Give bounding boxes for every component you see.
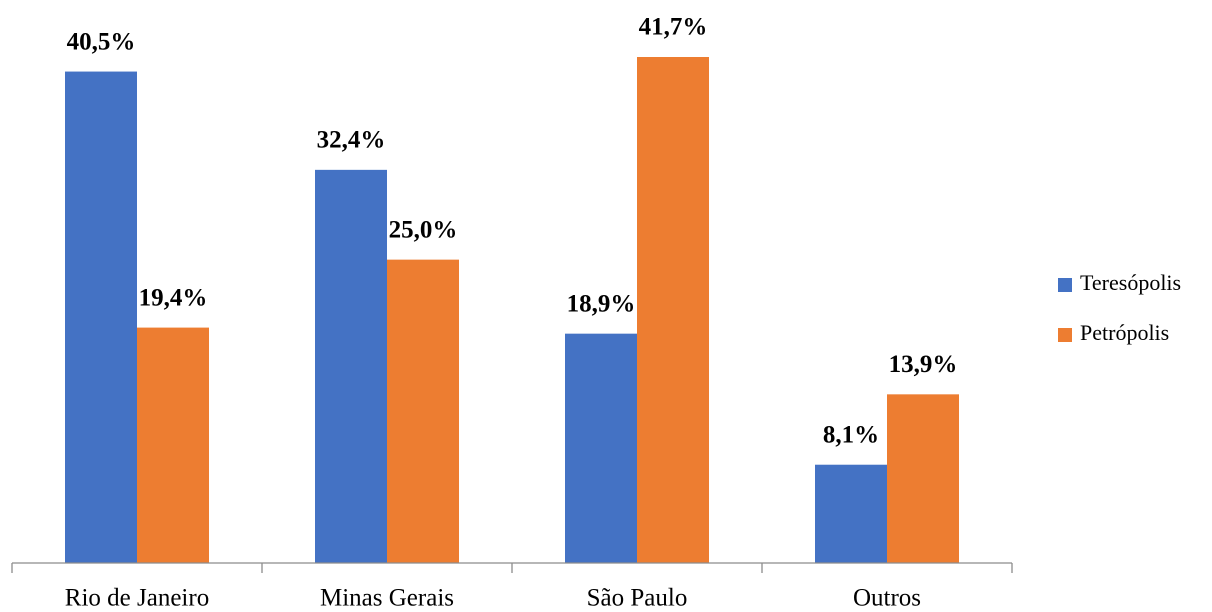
- data-label: 25,0%: [389, 216, 458, 243]
- legend-label: Petrópolis: [1080, 320, 1169, 345]
- bar: [565, 333, 637, 563]
- bar: [315, 169, 387, 563]
- bar: [387, 259, 459, 563]
- bar: [637, 57, 709, 563]
- bar: [815, 464, 887, 563]
- data-label: 13,9%: [889, 351, 958, 378]
- data-label: 8,1%: [823, 421, 879, 448]
- bar: [887, 394, 959, 563]
- data-label: 41,7%: [639, 14, 708, 41]
- bar: [65, 71, 137, 563]
- data-label: 18,9%: [567, 290, 636, 317]
- bar: [137, 327, 209, 563]
- data-label: 40,5%: [67, 28, 136, 55]
- x-tick-label: São Paulo: [587, 585, 688, 612]
- x-tick-label: Minas Gerais: [320, 585, 454, 612]
- x-tick-label: Outros: [853, 585, 921, 612]
- data-label: 32,4%: [317, 127, 386, 154]
- legend-swatch: [1058, 278, 1072, 292]
- legend-label: Teresópolis: [1080, 270, 1181, 295]
- x-tick-label: Rio de Janeiro: [65, 585, 209, 612]
- data-label: 19,4%: [139, 284, 208, 311]
- legend-swatch: [1058, 328, 1072, 342]
